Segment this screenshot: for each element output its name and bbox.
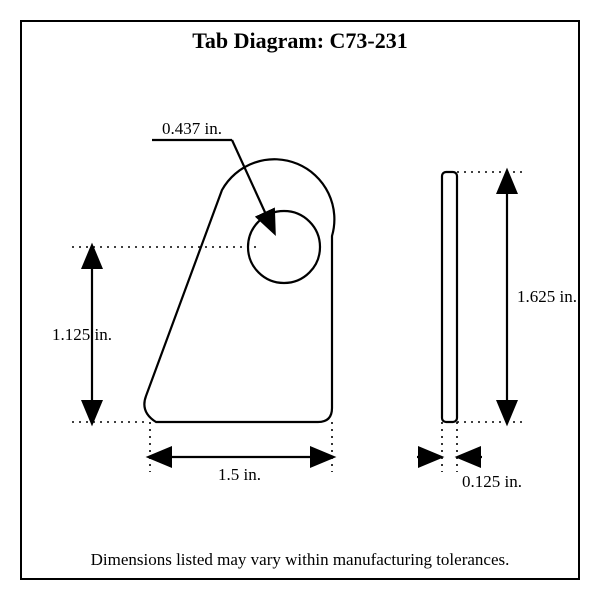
- side-view: [442, 172, 457, 422]
- diagram-svg: 0.437 in. 1.125 in. 1.5 in.: [22, 22, 578, 578]
- hole-dim-label: 0.437 in.: [162, 119, 222, 138]
- thickness-dim-label: 0.125 in.: [462, 472, 522, 491]
- thickness-dim: 0.125 in.: [417, 457, 522, 491]
- tab-hole: [248, 211, 320, 283]
- diagram-title: Tab Diagram: C73-231: [22, 28, 578, 54]
- width-dim-label: 1.5 in.: [218, 465, 261, 484]
- side-height-dim: 1.625 in.: [507, 172, 577, 422]
- front-view: [144, 159, 334, 422]
- side-height-dim-label: 1.625 in.: [517, 287, 577, 306]
- height-dim: 1.125 in.: [52, 247, 112, 422]
- footnote: Dimensions listed may vary within manufa…: [22, 550, 578, 570]
- height-dim-label: 1.125 in.: [52, 325, 112, 344]
- diagram-frame: Tab Diagram: C73-231: [20, 20, 580, 580]
- width-dim: 1.5 in.: [150, 457, 332, 484]
- tab-outline: [144, 159, 334, 422]
- page: Tab Diagram: C73-231: [0, 0, 600, 600]
